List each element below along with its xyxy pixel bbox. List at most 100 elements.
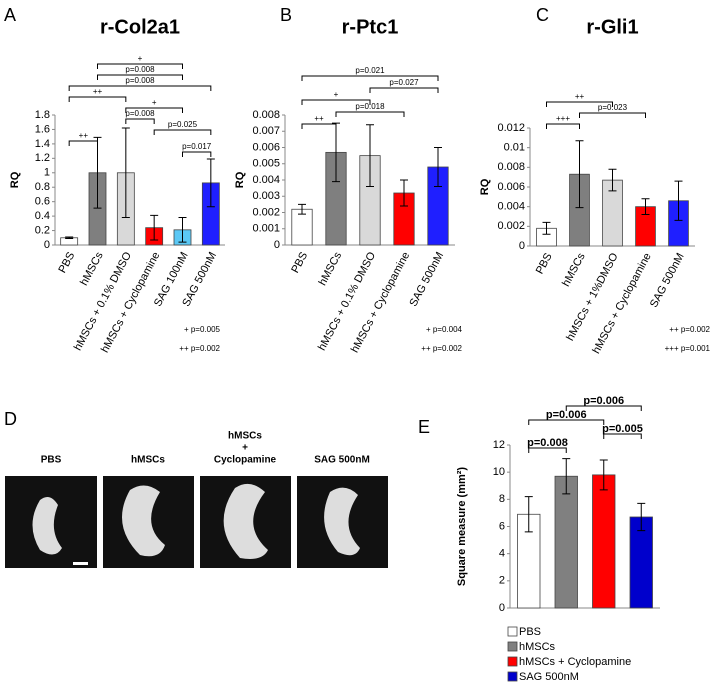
y-tick-label: 0.003: [252, 190, 280, 202]
legend-label: hMSCs + Cyclopamine: [519, 656, 631, 668]
y-tick-label: 0.008: [497, 161, 525, 173]
tissue: [32, 496, 62, 555]
significance-label: +: [152, 98, 157, 107]
y-tick-label: 0.001: [252, 223, 280, 235]
legend-swatch: [507, 626, 518, 637]
photos: [5, 476, 388, 568]
significance-bracket: [68, 140, 98, 146]
photo-label: SAG 500nM: [314, 455, 370, 466]
significance-bracket: [125, 118, 155, 124]
y-tick-label: 0.006: [497, 181, 525, 193]
y-tick-label: 0.007: [252, 125, 280, 137]
y-axis-label: Square measure (mm²): [456, 467, 468, 587]
significance-bracket: [301, 123, 337, 129]
y-tick-label: 0.012: [497, 122, 525, 134]
footnote: ++ p=0.002: [179, 344, 220, 353]
significance-label: +: [334, 90, 339, 99]
scale-bar: [73, 562, 88, 565]
y-tick-label: 1.6: [35, 123, 50, 135]
y-tick-label: 8: [499, 493, 505, 505]
legend-label: SAG 500nM: [519, 671, 579, 683]
significance-label: p=0.008: [125, 109, 155, 118]
error-bar: [599, 459, 608, 491]
error-bar: [332, 122, 340, 183]
significance-bracket: [528, 447, 567, 453]
significance-bracket: [153, 129, 212, 135]
x-tick-label: hMSCs + Cyclopamine: [590, 251, 653, 356]
significance-bracket: [335, 111, 405, 117]
footnote: + p=0.004: [426, 325, 463, 334]
significance-label: +: [138, 54, 143, 63]
error-bar: [400, 179, 408, 207]
significance-bracket: [369, 87, 439, 93]
significance-label: p=0.017: [182, 142, 212, 151]
x-tick-label: PBS: [534, 251, 555, 276]
significance-bracket: [579, 112, 646, 118]
x-tick-label: hMSCs: [560, 251, 588, 289]
y-axis-label: RQ: [234, 171, 246, 188]
error-bar: [542, 221, 551, 235]
significance-label: p=0.023: [598, 103, 628, 112]
y-tick-label: 0.6: [35, 196, 50, 208]
y-tick-label: 4: [499, 548, 505, 560]
significance-label: p=0.006: [546, 409, 587, 421]
significance-label: ++: [93, 87, 103, 96]
x-tick-label: SAG 500nM: [648, 251, 687, 310]
error-bar: [608, 168, 617, 192]
y-tick-label: 0.002: [252, 206, 280, 218]
error-bar: [150, 214, 159, 241]
panel-label: D: [4, 409, 17, 429]
y-tick-label: 0.01: [504, 142, 525, 154]
y-tick-label: 0.8: [35, 181, 50, 193]
significance-label: p=0.008: [125, 65, 155, 74]
error-bar: [524, 496, 533, 533]
bar: [554, 475, 578, 609]
x-tick-label: PBS: [289, 250, 310, 275]
legend-label: hMSCs: [519, 641, 556, 653]
error-bar: [562, 458, 571, 495]
y-tick-label: 1.8: [35, 109, 50, 121]
significance-label: p=0.018: [355, 102, 385, 111]
legend-label: PBS: [519, 626, 541, 638]
y-tick-label: 0: [499, 602, 505, 614]
y-tick-label: 1.4: [35, 138, 50, 150]
significance-label: p=0.021: [355, 66, 385, 75]
photo-label: hMSCs: [131, 455, 165, 466]
photo-label: Cyclopamine: [214, 455, 277, 466]
significance-bracket: [301, 99, 371, 105]
significance-bracket: [565, 405, 642, 411]
y-axis-label: RQ: [479, 178, 491, 195]
error-bar: [178, 217, 187, 243]
error-bar: [121, 127, 130, 219]
y-tick-label: 1.2: [35, 152, 50, 164]
significance-label: ++: [575, 92, 585, 101]
y-axis-label: RQ: [9, 171, 21, 188]
x-tick-label: hMSCs: [78, 250, 106, 288]
error-bar: [434, 147, 442, 187]
y-tick-label: 2: [499, 575, 505, 587]
significance-bracket: [97, 63, 183, 69]
significance-bracket: [528, 419, 605, 425]
y-tick-label: 0: [519, 240, 525, 252]
footnote: +++ p=0.001: [665, 344, 711, 353]
panel-label: E: [418, 417, 430, 437]
photo-label: hMSCs: [228, 431, 262, 442]
y-tick-label: 10: [493, 466, 505, 478]
y-tick-label: 1: [44, 167, 50, 179]
error-bar: [93, 136, 102, 209]
panel-label: B: [280, 5, 292, 25]
error-bar: [206, 158, 215, 208]
significance-label: ++: [79, 131, 89, 140]
significance-bracket: [301, 75, 439, 81]
panel-label: A: [4, 5, 16, 25]
significance-bracket: [182, 151, 212, 157]
tissue: [324, 487, 360, 556]
significance-bracket: [546, 101, 613, 107]
y-tick-label: 12: [493, 439, 505, 451]
significance-label: p=0.025: [168, 120, 198, 129]
y-tick-label: 0.006: [252, 141, 280, 153]
y-tick-label: 0: [44, 239, 50, 251]
error-bar: [366, 124, 374, 187]
x-tick-label: SAG 500nM: [407, 250, 446, 309]
